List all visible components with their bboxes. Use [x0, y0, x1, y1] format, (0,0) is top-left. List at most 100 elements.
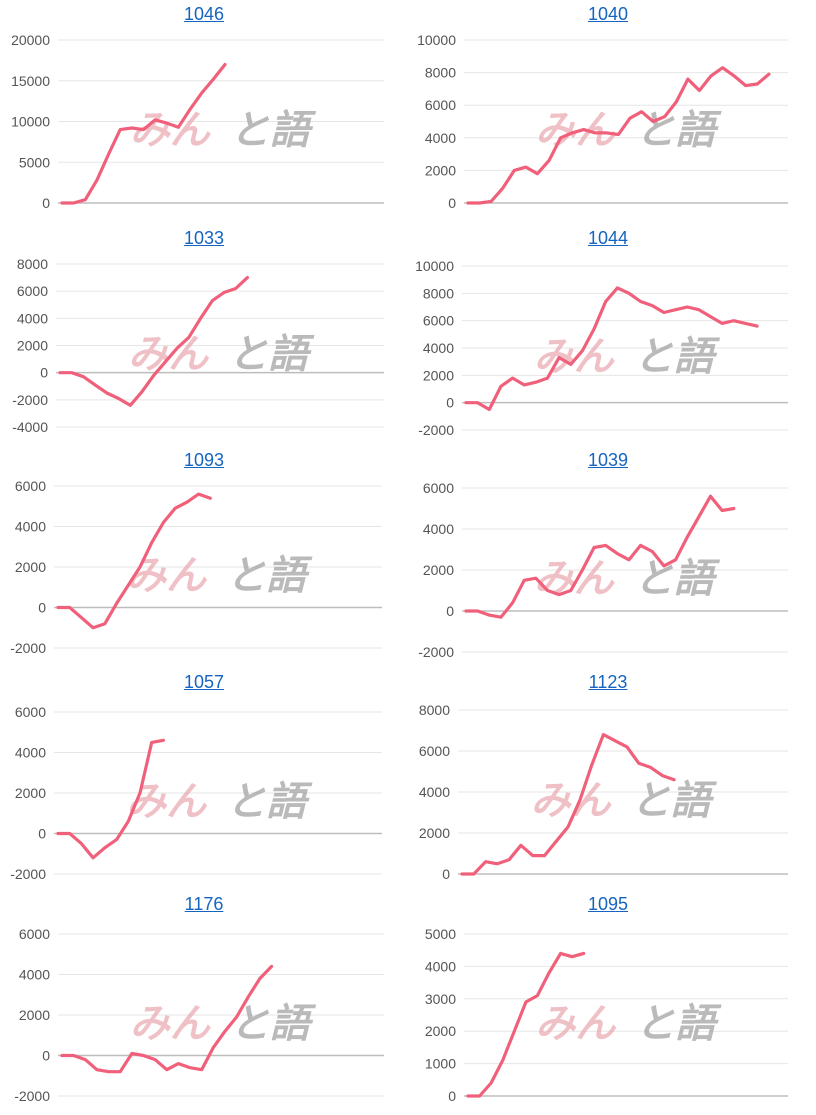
y-tick-label: 15000 — [11, 73, 50, 89]
y-tick-label: 4000 — [17, 310, 48, 326]
watermark-logo: みん — [128, 332, 210, 378]
y-tick-label: 6000 — [15, 478, 46, 494]
chart-title-link[interactable]: 1039 — [587, 450, 629, 470]
y-tick-label: 8000 — [17, 256, 48, 272]
y-tick-label: 8000 — [425, 65, 456, 81]
y-tick-label: 0 — [40, 365, 48, 381]
y-tick-label: 4000 — [425, 958, 456, 974]
chart-title-link[interactable]: 1093 — [183, 450, 225, 470]
y-tick-label: 6000 — [423, 313, 454, 329]
chart-svg: -2000 0 2000 4000 6000 8000 10000 みん と語 — [415, 258, 788, 438]
chart-title-link[interactable]: 1044 — [587, 228, 629, 248]
series-line — [58, 275, 249, 407]
chart-svg: -2000 0 2000 4000 6000 みん と語 — [14, 926, 384, 1104]
y-tick-label: 2000 — [15, 785, 46, 801]
chart-svg: -2000 0 2000 4000 6000 みん と語 — [418, 480, 788, 660]
y-tick-label: 0 — [38, 600, 46, 616]
chart-title-link[interactable]: 1095 — [587, 894, 629, 914]
chart-1095: 0 1000 2000 3000 4000 5000 みん と語 1095 — [408, 890, 808, 1112]
y-tick-label: 10000 — [415, 258, 454, 274]
y-tick-label: 5000 — [19, 154, 50, 170]
chart-title-link[interactable]: 1046 — [183, 4, 225, 24]
chart-title-link[interactable]: 1033 — [183, 228, 225, 248]
y-tick-label: -2000 — [418, 644, 454, 660]
chart-1123: 0 2000 4000 6000 8000 みん と語 1123 — [408, 668, 808, 890]
chart-1044: -2000 0 2000 4000 6000 8000 10000 みん と語 1044 — [408, 224, 808, 446]
chart-svg: 0 1000 2000 3000 4000 5000 みん と語 — [425, 926, 788, 1104]
watermark-logo: みん — [126, 553, 208, 599]
y-tick-label: 6000 — [419, 743, 450, 759]
chart-title-link[interactable]: 1057 — [183, 672, 225, 692]
chart-svg: -2000 0 2000 4000 6000 みん と語 — [10, 704, 382, 882]
y-tick-label: 0 — [42, 1048, 50, 1064]
y-tick-label: 0 — [38, 826, 46, 842]
series-line — [60, 964, 274, 1074]
y-tick-label: 6000 — [425, 97, 456, 113]
chart-svg: -4000 -2000 0 2000 4000 6000 8000 みん と語 — [12, 256, 384, 435]
y-tick-label: 5000 — [425, 926, 456, 942]
chart-1033: -4000 -2000 0 2000 4000 6000 8000 みん と語 1033 — [4, 224, 404, 446]
chart-1039: -2000 0 2000 4000 6000 みん と語 1039 — [408, 446, 808, 668]
y-tick-label: 1000 — [425, 1056, 456, 1072]
chart-1093: -2000 0 2000 4000 6000 みん と語 1093 — [4, 446, 404, 668]
y-tick-label: -4000 — [12, 419, 48, 435]
y-tick-label: -2000 — [418, 422, 454, 438]
chart-title-link[interactable]: 1176 — [184, 894, 224, 914]
watermark-logo: と語 — [230, 108, 317, 154]
y-tick-label: 0 — [446, 603, 454, 619]
watermark-logo: と語 — [635, 1001, 722, 1047]
y-tick-label: 4000 — [15, 519, 46, 535]
watermark-logo: みん — [130, 1001, 212, 1047]
y-tick-label: -2000 — [14, 1088, 50, 1104]
y-tick-label: 6000 — [15, 704, 46, 720]
chart-title-link[interactable]: 1123 — [588, 672, 628, 692]
chart-1176: -2000 0 2000 4000 6000 みん と語 1176 — [4, 890, 404, 1112]
y-tick-label: 4000 — [419, 784, 450, 800]
y-tick-label: 2000 — [19, 1007, 50, 1023]
series-line — [466, 66, 771, 205]
y-tick-label: 20000 — [11, 32, 50, 48]
y-tick-label: 10000 — [11, 114, 50, 130]
y-tick-label: 4000 — [425, 130, 456, 146]
y-tick-label: 6000 — [423, 480, 454, 496]
chart-svg: -2000 0 2000 4000 6000 みん と語 — [10, 478, 382, 656]
y-tick-label: 2000 — [17, 338, 48, 354]
series-line — [56, 738, 165, 860]
chart-1046: 0 5000 10000 15000 20000 みん と語 1046 — [4, 0, 404, 222]
y-tick-label: -2000 — [10, 640, 46, 656]
series-line — [464, 286, 759, 412]
y-tick-label: 4000 — [15, 745, 46, 761]
y-tick-label: 0 — [448, 195, 456, 211]
y-tick-label: 2000 — [423, 367, 454, 383]
y-tick-label: 0 — [442, 866, 450, 882]
y-tick-label: 10000 — [417, 32, 456, 48]
y-tick-label: -2000 — [10, 866, 46, 882]
watermark-logo: と語 — [226, 779, 313, 825]
chart-title-link[interactable]: 1040 — [587, 4, 629, 24]
y-tick-label: 8000 — [419, 702, 450, 718]
y-tick-label: 2000 — [419, 825, 450, 841]
y-tick-label: 0 — [448, 1088, 456, 1104]
y-tick-label: 4000 — [423, 521, 454, 537]
y-tick-label: 2000 — [425, 1023, 456, 1039]
series-line — [466, 951, 586, 1098]
series-line — [60, 62, 227, 205]
series-line — [56, 492, 212, 630]
series-line — [460, 732, 676, 876]
y-tick-label: 2000 — [425, 162, 456, 178]
series-line — [464, 494, 736, 619]
watermark-logo: と語 — [226, 553, 313, 599]
watermark-logo: みん — [534, 556, 616, 602]
y-tick-label: 6000 — [17, 283, 48, 299]
y-tick-label: 2000 — [423, 562, 454, 578]
watermark-logo: と語 — [634, 334, 721, 380]
watermark-logo: みん — [534, 334, 616, 380]
watermark-logo: と語 — [230, 1001, 317, 1047]
chart-1040: 0 2000 4000 6000 8000 10000 みん と語 1040 — [408, 0, 808, 222]
watermark-logo: と語 — [631, 778, 718, 824]
y-tick-label: 4000 — [423, 340, 454, 356]
chart-1057: -2000 0 2000 4000 6000 みん と語 1057 — [4, 668, 404, 890]
